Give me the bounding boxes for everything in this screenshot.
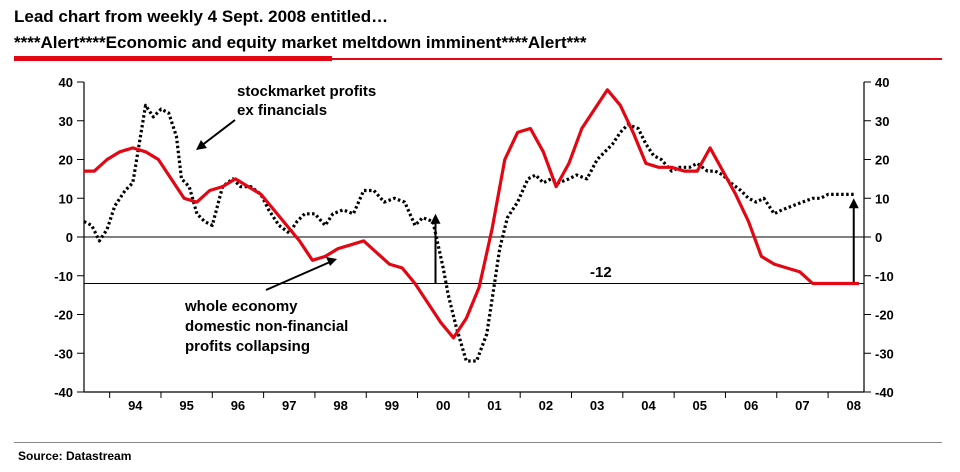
- reference-lines: [84, 198, 864, 284]
- arrow-stockmarket-head: [196, 140, 207, 150]
- annotation-minus-12: -12: [590, 264, 612, 281]
- x-tick-label: 00: [436, 398, 450, 413]
- y-tick-label-right: 0: [875, 230, 882, 245]
- x-tick-label: 04: [641, 398, 656, 413]
- chart-series: [83, 88, 859, 363]
- title-underline-thick: [14, 56, 332, 61]
- y-tick-label-left: -30: [54, 346, 73, 361]
- x-tick-label: 03: [590, 398, 604, 413]
- x-tick-label: 08: [847, 398, 861, 413]
- annotation-economy-line-1: whole economy: [184, 298, 298, 315]
- annotation-economy-line-3: profits collapsing: [185, 338, 310, 355]
- vertical-arrow-head: [848, 198, 859, 209]
- title-line-2: ****Alert****Economic and equity market …: [14, 33, 587, 52]
- footer-divider: [14, 442, 942, 443]
- y-tick-label-right: 30: [875, 114, 889, 129]
- annotation-economy-line-2: domestic non-financial: [185, 318, 348, 335]
- y-tick-label-left: -20: [54, 308, 73, 323]
- annotation-stockmarket-line-2: ex financials: [237, 102, 327, 119]
- y-tick-label-left: 30: [59, 114, 73, 129]
- y-tick-label-left: -40: [54, 385, 73, 400]
- arrow-economy: [265, 261, 331, 291]
- x-tick-label: 07: [795, 398, 809, 413]
- x-tick-label: 96: [231, 398, 245, 413]
- x-tick-label: 01: [487, 398, 501, 413]
- arrow-economy-head: [326, 257, 337, 266]
- y-tick-label-left: 0: [66, 230, 73, 245]
- y-tick-label-right: 20: [875, 153, 889, 168]
- x-tick-label: 95: [179, 398, 193, 413]
- chart-annotations: stockmarket profits ex financials whole …: [184, 83, 612, 355]
- y-tick-label-left: 20: [59, 153, 73, 168]
- title-line-1: Lead chart from weekly 4 Sept. 2008 enti…: [14, 7, 389, 26]
- x-tick-label: 98: [333, 398, 347, 413]
- y-tick-label-left: 40: [59, 75, 73, 90]
- y-tick-label-right: -20: [875, 308, 894, 323]
- y-tick-label-left: 10: [59, 191, 73, 206]
- vertical-arrow-head: [430, 213, 441, 224]
- x-tick-label: 02: [539, 398, 553, 413]
- series-economy-profits: [84, 88, 859, 340]
- x-tick-label: 97: [282, 398, 296, 413]
- x-tick-label: 06: [744, 398, 758, 413]
- y-tick-label-right: -40: [875, 385, 894, 400]
- y-tick-label-right: 10: [875, 191, 889, 206]
- x-tick-label: 94: [128, 398, 143, 413]
- y-tick-label-right: -10: [875, 269, 894, 284]
- y-tick-label-right: 40: [875, 75, 889, 90]
- y-tick-label-left: -10: [54, 269, 73, 284]
- x-tick-label: 99: [385, 398, 399, 413]
- arrow-stockmarket: [200, 119, 236, 147]
- source-note: Source: Datastream: [18, 449, 132, 463]
- x-tick-label: 05: [693, 398, 707, 413]
- title-underline-thin: [332, 58, 942, 60]
- annotation-stockmarket-line-1: stockmarket profits: [237, 83, 376, 100]
- y-tick-label-right: -30: [875, 346, 894, 361]
